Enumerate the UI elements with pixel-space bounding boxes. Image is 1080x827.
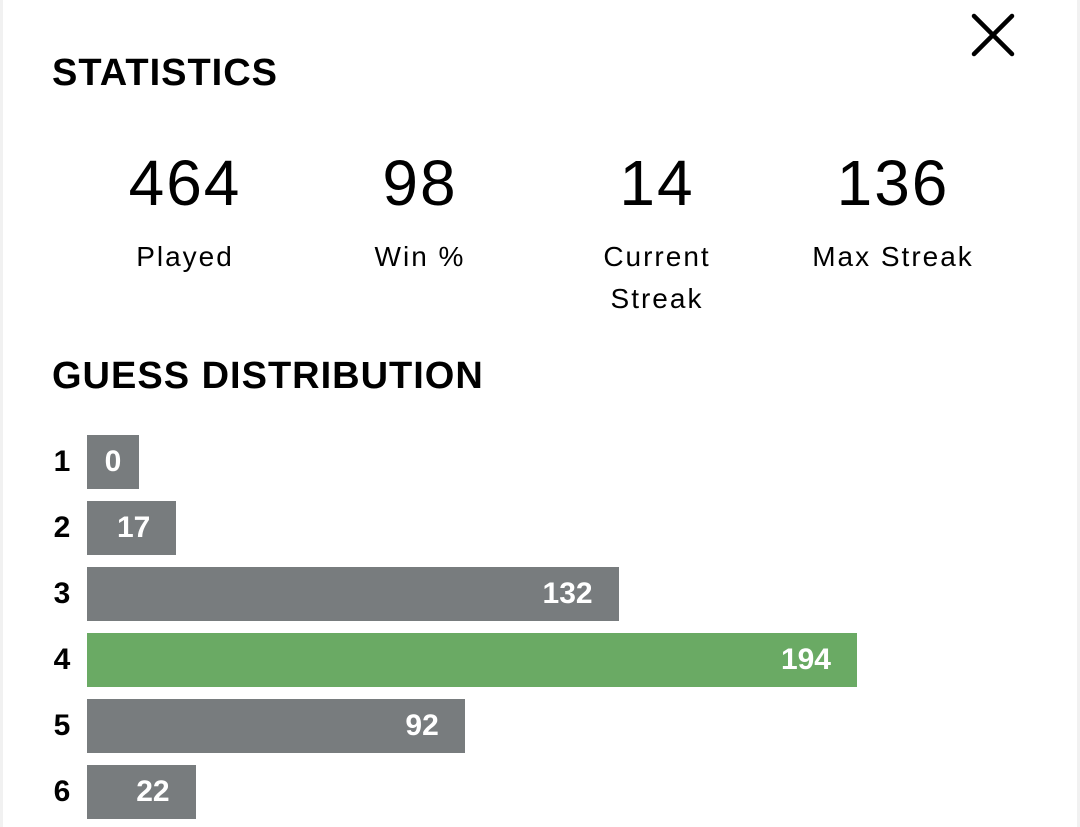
stat-value: 136: [836, 147, 950, 219]
guess-number: 1: [53, 445, 71, 478]
guess-number: 4: [53, 643, 71, 676]
left-border: [0, 0, 3, 827]
stat-win: 98 Win %: [310, 148, 530, 278]
stat-label: Current Streak: [603, 241, 711, 314]
stat-label: Max Streak: [812, 241, 974, 272]
stat-max-streak: 136 Max Streak: [783, 148, 1003, 278]
stat-label: Win %: [374, 241, 466, 272]
stat-value: 464: [128, 147, 242, 219]
close-button[interactable]: [968, 10, 1018, 60]
stat-label: Played: [136, 241, 234, 272]
distribution-bar: 17: [87, 501, 177, 555]
guess-number: 3: [53, 577, 71, 610]
distribution-bar: 194: [87, 633, 857, 687]
distribution-bar: 92: [87, 699, 465, 753]
stat-current-streak: 14 Current Streak: [547, 148, 767, 320]
distribution-bar: 132: [87, 567, 619, 621]
statistics-heading: STATISTICS: [52, 52, 279, 94]
close-icon: [971, 13, 1015, 57]
distribution-bar: 0: [87, 435, 139, 489]
stat-value: 14: [619, 147, 695, 219]
stat-value: 98: [382, 147, 458, 219]
stat-played: 464 Played: [75, 148, 295, 278]
distribution-bar: 22: [87, 765, 196, 819]
guess-number: 5: [53, 709, 71, 742]
guess-distribution-heading: GUESS DISTRIBUTION: [52, 355, 484, 397]
guess-number: 6: [53, 775, 71, 808]
right-border: [1077, 0, 1080, 827]
guess-number: 2: [53, 511, 71, 544]
